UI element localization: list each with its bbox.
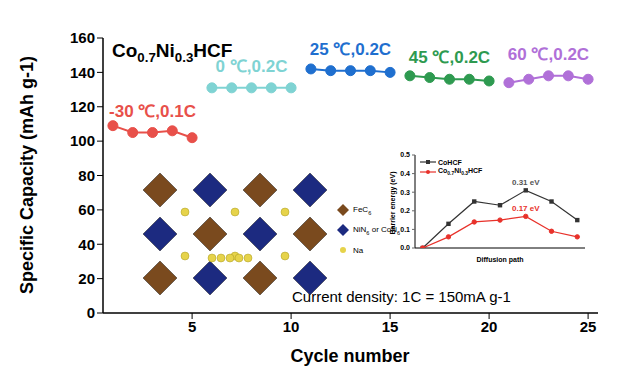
svg-text:45 ℃,0.2C: 45 ℃,0.2C: [409, 48, 490, 67]
svg-text:0.5: 0.5: [400, 151, 410, 158]
svg-text:0.2: 0.2: [400, 207, 410, 214]
svg-text:60: 60: [78, 201, 95, 218]
svg-text:25 ℃,0.2C: 25 ℃,0.2C: [310, 40, 391, 59]
html-text:Na: Na: [353, 245, 364, 255]
svg-text:60 ℃,0.2C: 60 ℃,0.2C: [508, 45, 589, 64]
html-text:Co0.7Ni0.3HCF: Co0.7Ni0.3HCF: [438, 167, 483, 177]
svg-text:Cycle number: Cycle number: [290, 346, 409, 366]
svg-text:20: 20: [481, 318, 498, 335]
svg-text:-30 ℃,0.1C: -30 ℃,0.1C: [109, 102, 196, 121]
svg-text:5: 5: [188, 318, 196, 335]
html-text:FeC6: FeC6: [353, 204, 372, 216]
svg-text:Barrier energy (eV): Barrier energy (eV): [388, 171, 396, 235]
svg-text:100: 100: [70, 132, 95, 149]
svg-text:15: 15: [382, 318, 399, 335]
html-text:NiN6or CoN6: NiN6or CoN6: [353, 224, 401, 236]
svg-text:Diffusion path: Diffusion path: [476, 256, 523, 264]
svg-text:80: 80: [78, 167, 95, 184]
svg-text:0 ℃,0.2C: 0 ℃,0.2C: [215, 56, 288, 76]
svg-text:0: 0: [87, 304, 95, 321]
svg-text:120: 120: [70, 98, 95, 115]
svg-text:0.0: 0.0: [400, 244, 410, 251]
svg-text:10: 10: [283, 318, 300, 335]
html-text:Co0.7Ni0.3HCF: Co0.7Ni0.3HCF: [112, 40, 233, 65]
svg-text:160: 160: [70, 29, 95, 46]
svg-text:40: 40: [78, 236, 95, 253]
svg-text:20: 20: [78, 270, 95, 287]
svg-text:0.31 eV: 0.31 eV: [512, 178, 540, 187]
html-text:CoHCF: CoHCF: [438, 158, 462, 166]
svg-text:25: 25: [580, 318, 597, 335]
svg-text:0.1: 0.1: [400, 226, 410, 233]
svg-text:0.17 eV: 0.17 eV: [512, 204, 540, 213]
html-text:Current density: 1C = 150mA g-: Current density: 1C = 150mA g-1: [292, 288, 511, 305]
svg-text:0.3: 0.3: [400, 189, 410, 196]
svg-text:0.4: 0.4: [400, 170, 410, 177]
svg-text:140: 140: [70, 64, 95, 81]
svg-text:Specific Capacity (mAh g-1): Specific Capacity (mAh g-1): [17, 56, 37, 294]
